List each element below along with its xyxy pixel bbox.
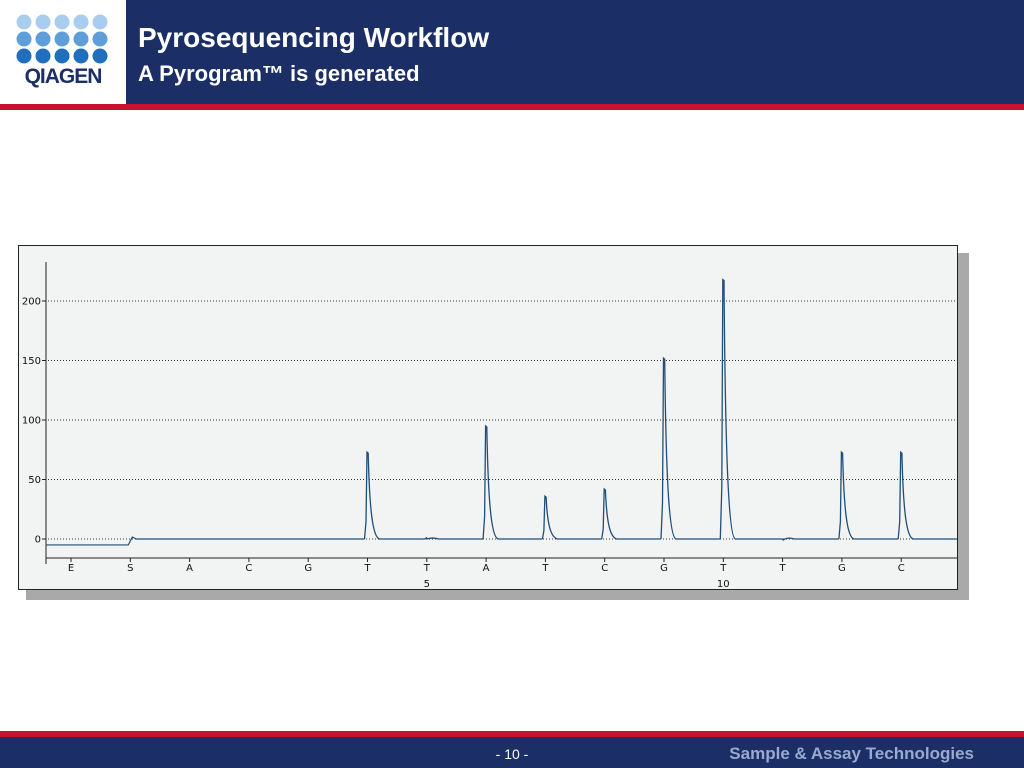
- pyrogram-peak: [897, 450, 957, 540]
- pyrogram-peak: [838, 450, 899, 540]
- x-tick-label: T: [541, 563, 549, 574]
- y-tick-label: 0: [35, 535, 41, 546]
- x-tick-label: S: [127, 563, 133, 574]
- footer-divider: [0, 731, 1024, 737]
- y-tick-label: 50: [28, 475, 41, 486]
- logo-dot: [16, 14, 32, 30]
- pyrogram-peak: [482, 424, 543, 540]
- y-tick-label: 100: [22, 416, 41, 427]
- page-subtitle: A Pyrogram™ is generated: [138, 61, 420, 86]
- pyrogram-peak: [779, 537, 839, 541]
- x-tick-label: G: [838, 563, 846, 574]
- logo-dot: [54, 14, 70, 30]
- x-position-label: 5: [424, 579, 430, 589]
- x-tick-label: C: [601, 563, 608, 574]
- pyrogram-peak: [423, 536, 484, 540]
- x-tick-label: A: [186, 563, 193, 574]
- x-tick-label: G: [304, 563, 312, 574]
- logo-dot: [92, 31, 108, 47]
- logo-dot: [35, 31, 51, 47]
- x-tick-label: T: [423, 563, 431, 574]
- pyrogram-peak: [541, 494, 602, 540]
- logo-dot: [92, 14, 108, 30]
- logo-dots-icon: [16, 14, 108, 64]
- pyrogram-peak: [601, 487, 661, 540]
- x-tick-label: T: [719, 563, 727, 574]
- logo-dot: [73, 48, 89, 64]
- y-tick-label: 150: [22, 356, 41, 367]
- x-tick-label: A: [483, 563, 490, 574]
- footer-tagline: Sample & Assay Technologies: [729, 744, 974, 763]
- logo-dot: [73, 14, 89, 30]
- header-divider: [0, 104, 1024, 110]
- logo-dot: [54, 31, 70, 47]
- logo-dot: [16, 31, 32, 47]
- x-tick-label: C: [898, 563, 905, 574]
- page-number: - 10 -: [495, 746, 529, 762]
- y-tick-label: 200: [22, 297, 41, 308]
- x-position-label: 10: [717, 579, 730, 589]
- logo-dot: [35, 14, 51, 30]
- header-bar: [0, 0, 1024, 104]
- pyrogram-svg: 0 50 100 150 200 E S A C G T T A T C G T T G C 5 10: [22, 262, 957, 589]
- logo-dot: [73, 31, 89, 47]
- x-tick-label: G: [660, 563, 668, 574]
- page-title: Pyrosequencing Workflow: [138, 22, 490, 53]
- qiagen-logo: QIAGEN: [0, 0, 126, 104]
- x-tick-label: T: [363, 563, 371, 574]
- logo-dot: [92, 48, 108, 64]
- x-tick-label: E: [68, 563, 74, 574]
- pyrogram-baseline: [46, 536, 365, 546]
- footer-bar: [0, 737, 1024, 768]
- pyrogram-peak: [719, 278, 780, 540]
- logo-dot: [35, 48, 51, 64]
- logo-dot: [16, 48, 32, 64]
- pyrogram-peak: [660, 356, 721, 540]
- x-tick-label: C: [245, 563, 252, 574]
- x-tick-label: T: [779, 563, 787, 574]
- logo-dot: [54, 48, 70, 64]
- pyrogram-chart: 0 50 100 150 200 E S A C G T T A T C G T T G C 5 10: [18, 245, 958, 590]
- pyrogram-peak: [363, 450, 424, 540]
- logo-text: QIAGEN: [24, 65, 103, 88]
